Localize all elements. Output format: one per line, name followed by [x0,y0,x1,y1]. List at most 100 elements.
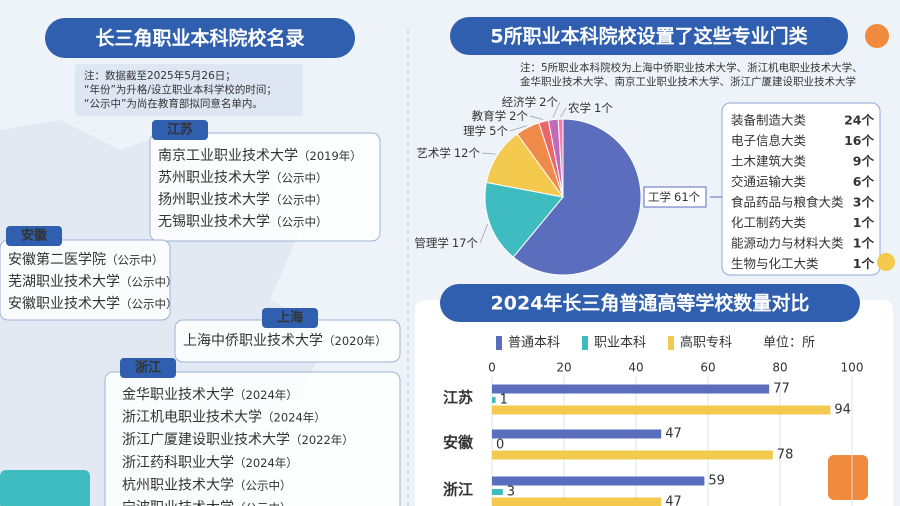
breakdown-name: 化工制药大类 [731,215,807,230]
bar [492,405,831,415]
school-note: （2024年） [262,410,326,424]
unit-label: 单位：所 [763,336,815,351]
pie-category: 管理学 [414,236,449,250]
school-note: （公示中） [234,478,292,492]
left-title: 长三角职业本科院校名录 [95,27,304,50]
region-tag [152,120,208,140]
title-pill [440,284,860,322]
leader-line [481,152,496,155]
pie-value-label: 17个 [452,236,479,250]
legend-swatch [668,336,674,350]
school-name: 宁波职业技术大学 [122,499,234,506]
school-name: 安徽职业技术大学 [8,296,120,312]
pie-label: 经济学 2个 [502,95,559,109]
category-label: 江苏 [443,389,473,407]
title-pill [450,17,848,55]
pie-note: 金华职业技术大学、南京工业职业技术大学、浙江广厦建设职业技术大学 [520,75,856,88]
school-name: 浙江机电职业技术大学 [122,410,262,426]
school-entry: 苏州职业技术大学（公示中） [158,170,328,186]
note-line: 注：数据截至2025年5月26日； [84,69,236,82]
bar [492,397,496,403]
school-name: 金华职业技术大学 [122,387,234,403]
region-tag [120,358,176,378]
category-label: 浙江 [443,481,473,499]
bar [492,450,773,460]
illustration [828,455,868,500]
breakdown-count: 1个 [853,236,875,251]
pie-category: 经济学 [502,95,537,109]
school-entry: 无锡职业技术大学（公示中） [158,214,328,230]
region-name: 江苏 [167,122,193,138]
school-entry: 安徽第二医学院（公示中） [8,251,164,268]
pie-category: 理学 [463,124,486,138]
label-box [643,186,707,208]
breakdown-count: 6个 [853,174,875,189]
school-name: 浙江药科职业大学 [122,455,234,471]
school-note: （公示中） [270,171,328,185]
pie-slice [557,118,564,198]
x-tick-label: 60 [700,361,715,375]
x-tick-label: 80 [772,361,787,375]
school-name: 上海中侨职业技术大学 [183,333,323,349]
bar-value-label: 94 [834,403,851,418]
pie-category: 教育学 [472,109,507,123]
school-note: （公示中） [270,193,328,207]
pie-label: 教育学 2个 [472,109,529,123]
school-name: 安徽第二医学院 [8,251,106,268]
bar [492,476,705,486]
school-entry: 浙江广厦建设职业技术大学（2022年） [122,432,354,448]
pie-category: 农学 [568,101,591,115]
region-name: 安徽 [21,228,48,244]
x-tick-label: 0 [488,361,496,375]
pie-value-label: 5个 [489,124,508,138]
bar-panel [415,300,893,506]
note-line: “公示中”为尚在教育部拟同意名单内。 [84,97,263,110]
bar [492,384,770,394]
legend-label: 普通本科 [508,336,560,351]
x-tick-label: 100 [841,361,864,375]
school-note: （2022年） [290,433,354,447]
school-entry: 浙江机电职业技术大学（2024年） [122,410,326,426]
bar-value-label: 59 [708,474,725,489]
breakdown-name: 电子信息大类 [731,133,807,148]
breakdown-count: 1个 [853,215,875,230]
pie-value-label: 2个 [509,109,528,123]
school-name: 南京工业职业技术大学 [158,148,298,164]
leader-line [509,125,527,132]
school-note: （2020年） [323,334,387,348]
region-name: 上海 [277,310,303,326]
pie-value-label: 12个 [454,146,481,160]
pie-category: 艺术学 [416,146,451,160]
school-name: 浙江广厦建设职业技术大学 [122,432,290,448]
x-tick-label: 20 [556,361,571,375]
breakdown-count: 16个 [844,133,874,148]
school-note: （2024年） [234,388,298,402]
school-entry: 宁波职业技术大学（公示中） [122,499,292,506]
note-line: “年份”为升格/设立职业本科学校的时间； [84,83,277,96]
school-entry: 芜湖职业技术大学（公示中） [8,273,178,290]
x-tick-label: 40 [628,361,643,375]
bar [492,497,662,506]
school-note: （2019年） [298,149,362,163]
region-box [0,239,171,321]
breakdown-count: 24个 [844,113,874,128]
pie-note: 注：5所职业本科院校为上海中侨职业技术大学、浙江机电职业技术大学、 [520,61,863,74]
pie-value-label: 61个 [674,190,701,204]
illustration [0,470,90,506]
pie-title: 5所职业本科院校设置了这些专业门类 [490,25,807,48]
region-box [149,132,381,242]
title-pill [45,18,355,58]
legend-swatch [496,336,502,350]
school-name: 杭州职业技术大学 [122,477,234,493]
region-tag [262,308,318,328]
region-box [104,371,401,506]
school-entry: 杭州职业技术大学（公示中） [122,477,292,493]
breakdown-name: 生物与化工大类 [731,256,819,271]
bar-value-label: 78 [777,448,794,463]
flower-icon [877,253,895,271]
breakdown-box [721,102,881,276]
school-entry: 上海中侨职业技术大学（2020年） [183,333,387,349]
legend-label: 职业本科 [594,336,646,351]
pie-category: 工学 [648,190,671,204]
